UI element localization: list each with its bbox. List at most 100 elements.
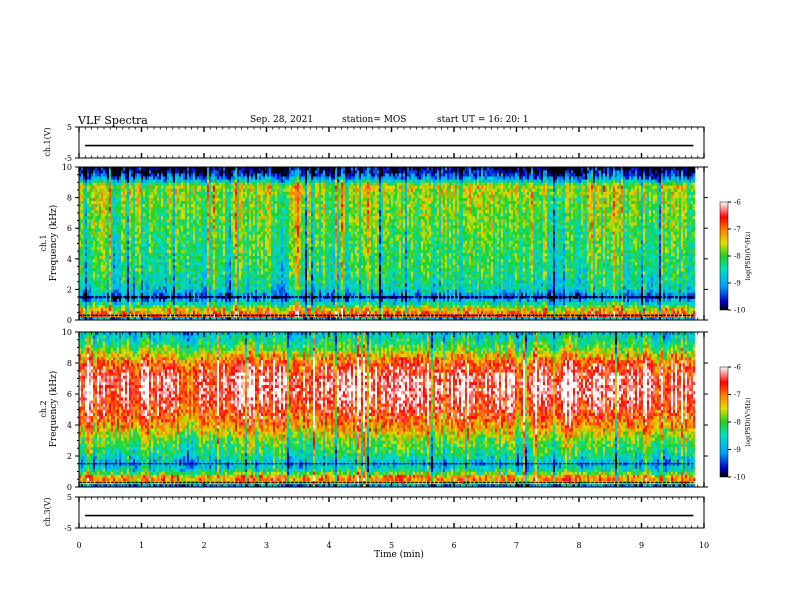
- spectrogram-cell: [191, 182, 194, 186]
- spectrogram-cell: [223, 261, 226, 266]
- spectrogram-cell: [83, 307, 86, 312]
- spectrogram-cell: [189, 286, 192, 290]
- spectrogram-cell: [237, 243, 240, 247]
- spectrogram-cell: [149, 277, 152, 281]
- spectrogram-cell: [97, 176, 100, 180]
- spectrogram-cell: [105, 271, 108, 275]
- spectrogram-cell: [149, 188, 152, 192]
- spectrogram-cell: [165, 228, 168, 232]
- spectrogram-cell: [85, 298, 88, 302]
- spectrogram-cell: [209, 234, 212, 238]
- spectrogram-cell: [169, 228, 172, 232]
- spectrogram-cell: [119, 280, 122, 284]
- spectrogram-cell: [243, 261, 246, 266]
- spectrogram-cell: [245, 301, 248, 305]
- spectrogram-cell: [237, 301, 240, 305]
- spectrogram-cell: [271, 274, 274, 278]
- spectrogram-cell: [143, 274, 146, 278]
- spectrogram-cell: [141, 212, 144, 217]
- spectrogram-cell: [153, 258, 156, 263]
- spectrogram-cell: [189, 264, 192, 269]
- spectrogram-cell: [203, 246, 206, 250]
- spectrogram-cell: [97, 261, 100, 266]
- spectrogram-cell: [223, 197, 226, 201]
- spectrogram-cell: [229, 194, 232, 198]
- spectrogram-cell: [153, 301, 156, 305]
- spectrogram-cell: [259, 200, 262, 205]
- spectrogram-cell: [247, 225, 250, 229]
- spectrogram-cell: [123, 231, 126, 235]
- spectrogram-cell: [109, 176, 112, 180]
- spectrogram-cell: [87, 212, 90, 217]
- spectrogram-cell: [163, 261, 166, 266]
- spectrogram-cell: [195, 301, 198, 305]
- spectrogram-cell: [221, 271, 224, 275]
- spectrogram-cell: [265, 310, 268, 315]
- spectrogram-cell: [147, 194, 150, 198]
- spectrogram-cell: [193, 225, 196, 229]
- spectrogram-cell: [151, 289, 154, 293]
- spectrogram-cell: [189, 173, 192, 177]
- spectrogram-cell: [221, 240, 224, 244]
- spectrogram-cell: [237, 167, 240, 171]
- spectrogram-cell: [249, 307, 252, 312]
- spectrogram-cell: [275, 234, 278, 238]
- spectrogram-cell: [81, 286, 84, 290]
- spectrogram-cell: [177, 179, 180, 183]
- spectrogram-cell: [271, 249, 274, 253]
- spectrogram-cell: [115, 292, 118, 296]
- spectrogram-cell: [257, 182, 260, 186]
- spectrogram-cell: [165, 307, 168, 312]
- spectrogram-cell: [189, 313, 192, 318]
- spectrogram-cell: [187, 231, 190, 235]
- spectrogram-cell: [181, 304, 184, 309]
- spectrogram-cell: [179, 255, 182, 260]
- spectrogram-cell: [265, 286, 268, 290]
- spectrogram-cell: [81, 194, 84, 198]
- spectrogram-cell: [229, 316, 232, 321]
- spectrogram-cell: [159, 222, 162, 226]
- spectrogram-cell: [183, 182, 186, 186]
- spectrogram-cell: [115, 246, 118, 250]
- spectrogram-cell: [231, 292, 234, 296]
- spectrogram-cell: [235, 203, 238, 208]
- spectrogram-cell: [271, 307, 274, 312]
- spectrogram-cell: [261, 185, 264, 189]
- spectrogram-cell: [199, 219, 202, 223]
- spectrogram-cell: [87, 255, 90, 260]
- spectrogram-cell: [187, 200, 190, 205]
- spectrogram-cell: [147, 258, 150, 263]
- spectrogram-cell: [143, 197, 146, 201]
- spectrogram-cell: [245, 200, 248, 205]
- spectrogram-cell: [243, 197, 246, 201]
- spectrogram-cell: [267, 246, 270, 250]
- spectrogram-cell: [209, 215, 212, 220]
- spectrogram-cell: [205, 188, 208, 192]
- spectrogram-cell: [87, 240, 90, 244]
- spectrogram-cell: [199, 200, 202, 205]
- spectrogram-cell: [179, 301, 182, 305]
- spectrogram-cell: [187, 212, 190, 217]
- spectrogram-cell: [127, 292, 130, 296]
- spectrogram-cell: [85, 170, 88, 174]
- spectrogram-cell: [273, 231, 276, 235]
- spectrogram-cell: [215, 264, 218, 269]
- spectrogram-cell: [143, 173, 146, 177]
- spectrogram-cell: [85, 304, 88, 309]
- spectrogram-cell: [233, 179, 236, 183]
- spectrogram-cell: [79, 307, 82, 312]
- spectrogram-cell: [245, 215, 248, 220]
- spectrogram-cell: [241, 277, 244, 281]
- spectrogram-cell: [251, 255, 254, 260]
- spectrogram-cell: [103, 310, 106, 315]
- spectrogram-cell: [189, 200, 192, 205]
- spectrogram-cell: [105, 200, 108, 205]
- spectrogram-cell: [235, 237, 238, 241]
- spectrogram-cell: [251, 267, 254, 272]
- spectrogram-cell: [157, 292, 160, 296]
- spectrogram-cell: [207, 301, 210, 305]
- spectrogram-cell: [205, 307, 208, 312]
- spectrogram-cell: [231, 179, 234, 183]
- spectrogram-cell: [159, 219, 162, 223]
- spectrogram-cell: [159, 182, 162, 186]
